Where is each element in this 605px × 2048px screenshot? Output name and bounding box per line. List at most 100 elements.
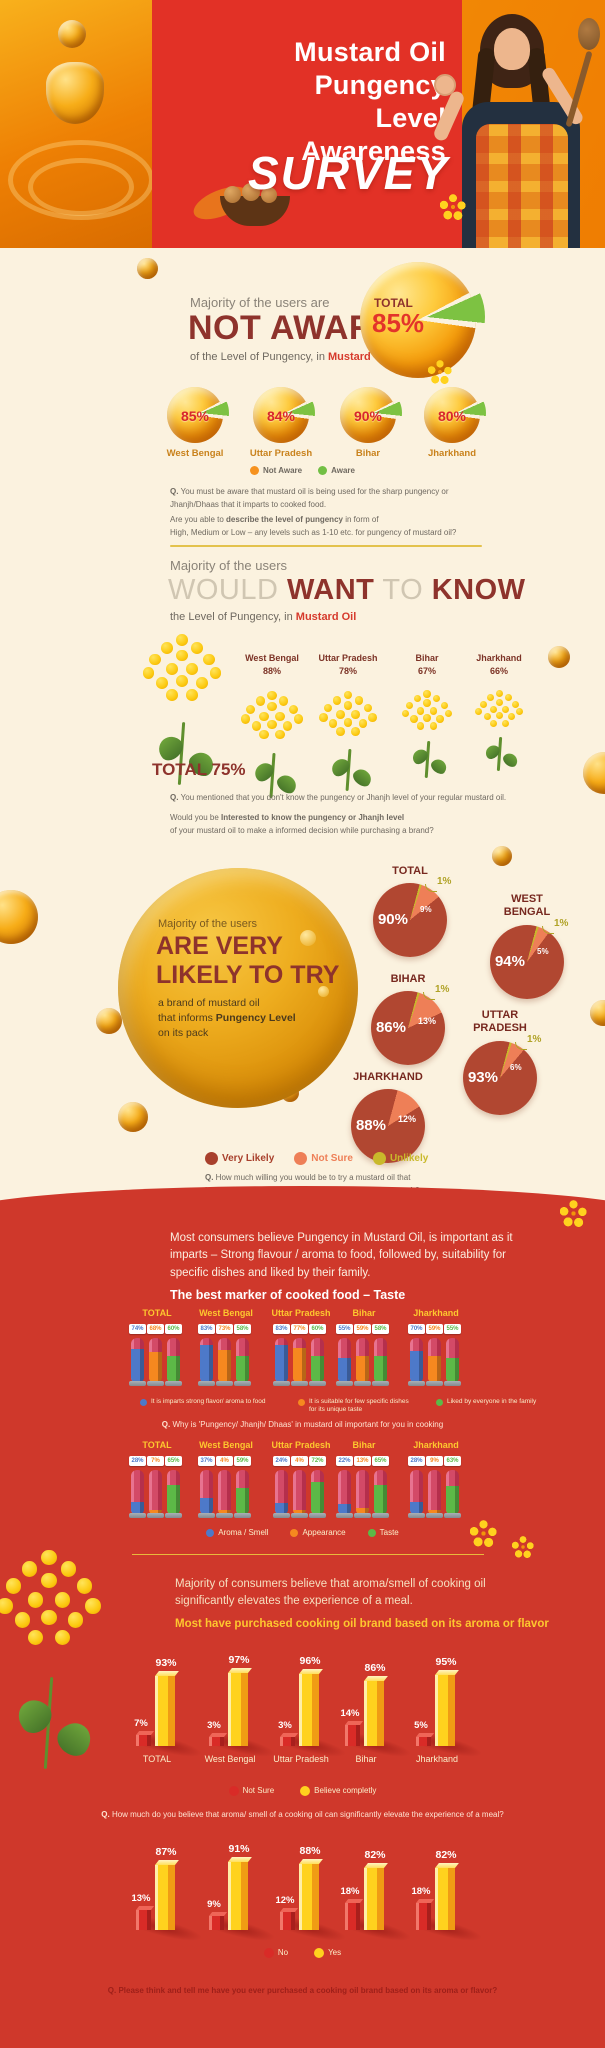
legend-dot [263, 1948, 274, 1958]
flower-petal [405, 701, 414, 710]
legend-label: Appearance [302, 1528, 346, 1537]
no-bar [136, 1735, 151, 1746]
tube-base [147, 1513, 164, 1518]
bar-value: 9% [207, 1899, 221, 1910]
no-bar [345, 1903, 360, 1930]
bar-value-chip: 72% [309, 1456, 326, 1466]
legend-dot [298, 1399, 305, 1406]
mustard-flower-icon [428, 360, 452, 384]
pie-value-not-sure: 13% [418, 1016, 437, 1026]
category-label: Uttar Pradesh [273, 1754, 329, 1764]
ltt-headline: ARE VERY LIKELY TO TRY [156, 932, 340, 989]
group-label-uttar-pradesh: Uttar Pradesh [271, 1440, 331, 1450]
group-label-west-bengal: West Bengal [199, 1308, 253, 1318]
bar-value-chip: 4% [216, 1456, 233, 1466]
no-bar [280, 1912, 295, 1930]
flower-leaf [51, 1716, 98, 1763]
pie-value-unlikely: 1% [437, 876, 452, 887]
flower-petal [41, 1549, 57, 1566]
flower-petal [14, 1612, 31, 1628]
not-aware-intro: Majority of the users are [190, 295, 330, 310]
total-value: 85% [372, 308, 425, 338]
mustard-flower-icon [560, 1200, 587, 1227]
mustard-flower-jharkhand [474, 688, 524, 773]
chart1-title: The best marker of cooked food – Taste [170, 1288, 406, 1302]
tube-base [336, 1381, 353, 1386]
flower-petal [401, 709, 410, 718]
tube-bar [236, 1338, 249, 1382]
bar-top-face [364, 1676, 388, 1681]
legend-label: Liked by everyone in the family [447, 1398, 537, 1405]
bar-fill [338, 1504, 351, 1514]
bar-value: 87% [155, 1846, 177, 1858]
bar-value-chip: 58% [234, 1324, 251, 1334]
tube-bar [200, 1470, 213, 1514]
flower-petal [336, 727, 345, 736]
oil-splash-photo [0, 0, 152, 248]
bar-value-chip: 28% [408, 1456, 425, 1466]
flower-petal [76, 1578, 92, 1594]
tube-base [426, 1513, 443, 1518]
no-bar [209, 1916, 224, 1930]
bar-fill [446, 1486, 459, 1514]
tube-bar [131, 1338, 144, 1382]
bar-fill [374, 1485, 387, 1514]
mustard-flower-icon [512, 1536, 534, 1558]
flower-petal [288, 704, 298, 714]
bar-top-face [435, 1670, 459, 1675]
flower-petal [275, 729, 285, 739]
bar-fill [311, 1356, 324, 1382]
flower-petal [475, 708, 483, 716]
oil-drop [548, 646, 570, 668]
section-divider [132, 1554, 484, 1555]
bar-fill [374, 1356, 387, 1382]
bar-fill [311, 1482, 324, 1514]
flower-petal [489, 719, 497, 727]
bar-value-chip: 9% [426, 1456, 443, 1466]
flower-petal [429, 707, 438, 715]
flower-leaf [350, 766, 375, 790]
category-label: Jharkhand [415, 1754, 459, 1764]
flower-petal [440, 701, 449, 710]
bar-value: 93% [155, 1657, 177, 1669]
bar-fill [410, 1502, 423, 1514]
flower-petal [429, 722, 438, 730]
legend-item: Aroma / Smell [206, 1528, 268, 1538]
bar-top-face [416, 1733, 435, 1737]
tube-bar [275, 1338, 288, 1382]
oil-drop [118, 1102, 148, 1132]
tube-bar [356, 1338, 369, 1382]
ltt-subline: a brand of mustard oil that informs Pung… [158, 997, 296, 1040]
bar-top-face [364, 1863, 388, 1868]
bar-value-chip: 65% [372, 1456, 389, 1466]
face [494, 28, 530, 70]
tube-bar [410, 1338, 423, 1382]
tube-base [408, 1381, 425, 1386]
flower-petal [423, 690, 431, 698]
bar-top-face [209, 1733, 228, 1737]
mustard-flower-total [140, 630, 224, 788]
oil-ripple [28, 158, 134, 216]
bar-value-chip: 24% [273, 1456, 290, 1466]
pie-label-jharkhand: JHARKHAND [353, 1071, 423, 1083]
flower-petal [495, 690, 503, 698]
ok-hand-gesture [434, 74, 456, 96]
legend-label: Yes [328, 1948, 342, 1957]
flower-petal [155, 677, 168, 689]
pie-value-very-likely: 94% [494, 953, 525, 970]
tube-base [234, 1513, 251, 1518]
bar-top-face [155, 1860, 179, 1865]
aware-slice [430, 385, 486, 441]
legend-item: Taste [367, 1528, 399, 1538]
tube-base [372, 1513, 389, 1518]
callout-line [423, 992, 435, 1000]
category-label: Bihar [355, 1754, 377, 1764]
flower-petal [293, 714, 303, 724]
flower-petal [423, 714, 431, 722]
bar-value: 86% [364, 1662, 386, 1674]
legend-label: Not Sure [311, 1153, 353, 1164]
tube-bar [236, 1470, 249, 1514]
tube-bar [446, 1338, 459, 1382]
wtk-intro: Majority of the users [170, 558, 288, 573]
awareness-legend: Not Aware Aware [0, 466, 605, 475]
